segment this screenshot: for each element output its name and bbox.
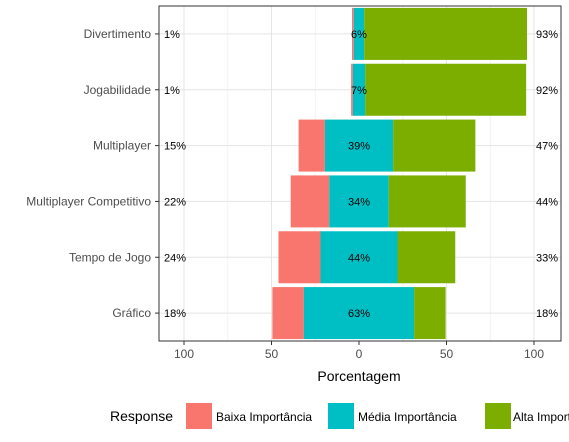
legend: Response Baixa Importância Média Importân… bbox=[110, 403, 569, 429]
left-percent-label: 15% bbox=[164, 141, 186, 153]
right-percent-label: 18% bbox=[536, 308, 558, 320]
x-axis-title: Porcentagem bbox=[317, 368, 400, 384]
bar-alta-importancia bbox=[414, 287, 446, 340]
bar-media-importancia bbox=[324, 119, 394, 172]
bar-alta-importancia bbox=[397, 231, 456, 284]
category-label: Jogabilidade bbox=[84, 83, 152, 97]
bar-baixa-importancia bbox=[272, 287, 304, 340]
x-tick-label: 50 bbox=[440, 347, 454, 361]
bar-alta-importancia bbox=[364, 7, 527, 60]
left-percent-label: 1% bbox=[164, 29, 180, 41]
bar-media-importancia bbox=[329, 175, 389, 228]
category-label: Divertimento bbox=[84, 27, 152, 41]
center-percent-label: 7% bbox=[351, 85, 367, 97]
bar-baixa-importancia bbox=[351, 63, 353, 116]
plot-panel-border bbox=[158, 5, 562, 342]
bars bbox=[272, 7, 527, 340]
category-label: Tempo de Jogo bbox=[69, 250, 151, 264]
category-label: Multiplayer Competitivo bbox=[26, 194, 151, 208]
center-percent-label: 34% bbox=[348, 196, 370, 208]
bar-media-importancia bbox=[320, 231, 398, 284]
left-percent-label: 24% bbox=[164, 252, 186, 264]
center-percent-label: 6% bbox=[351, 29, 367, 41]
legend-title: Response bbox=[110, 408, 173, 424]
legend-key bbox=[328, 403, 354, 429]
category-label: Gráfico bbox=[112, 306, 151, 320]
center-percent-label: 39% bbox=[348, 141, 370, 153]
right-percent-label: 92% bbox=[536, 85, 558, 97]
x-axis-ticks: 100 50 0 50 100 bbox=[174, 341, 544, 361]
bar-media-importancia bbox=[353, 7, 365, 60]
percent-labels: 1% 6% 93% 1% 7% 92% 15% 39% 47% 22% 34% 44% 24% 44% 33… bbox=[164, 29, 558, 320]
category-labels: Divertimento Jogabilidade Multiplayer Multi… bbox=[26, 27, 159, 320]
bar-baixa-importancia bbox=[352, 7, 354, 60]
x-tick-label: 100 bbox=[524, 347, 544, 361]
bar-alta-importancia bbox=[365, 63, 527, 116]
bar-alta-importancia bbox=[393, 119, 476, 172]
x-tick-label: 100 bbox=[174, 347, 194, 361]
x-tick-label: 0 bbox=[356, 347, 363, 361]
right-percent-label: 44% bbox=[536, 196, 558, 208]
legend-label: Baixa Importância bbox=[216, 410, 312, 424]
bar-alta-importancia bbox=[388, 175, 466, 228]
bar-baixa-importancia bbox=[278, 231, 321, 284]
center-percent-label: 44% bbox=[348, 252, 370, 264]
center-percent-label: 63% bbox=[348, 308, 370, 320]
right-percent-label: 47% bbox=[536, 141, 558, 153]
legend-label: Média Importância bbox=[358, 410, 457, 424]
category-label: Multiplayer bbox=[93, 139, 151, 153]
legend-label: Alta Importância bbox=[513, 410, 569, 424]
right-percent-label: 93% bbox=[536, 29, 558, 41]
bar-baixa-importancia bbox=[290, 175, 330, 228]
left-percent-label: 18% bbox=[164, 308, 186, 320]
legend-key bbox=[186, 403, 212, 429]
legend-key bbox=[485, 403, 511, 429]
bar-baixa-importancia bbox=[298, 119, 325, 172]
right-percent-label: 33% bbox=[536, 252, 558, 264]
x-tick-label: 50 bbox=[265, 347, 279, 361]
bar-media-importancia bbox=[303, 287, 415, 340]
left-percent-label: 1% bbox=[164, 85, 180, 97]
left-percent-label: 22% bbox=[164, 196, 186, 208]
bar-media-importancia bbox=[352, 63, 366, 116]
